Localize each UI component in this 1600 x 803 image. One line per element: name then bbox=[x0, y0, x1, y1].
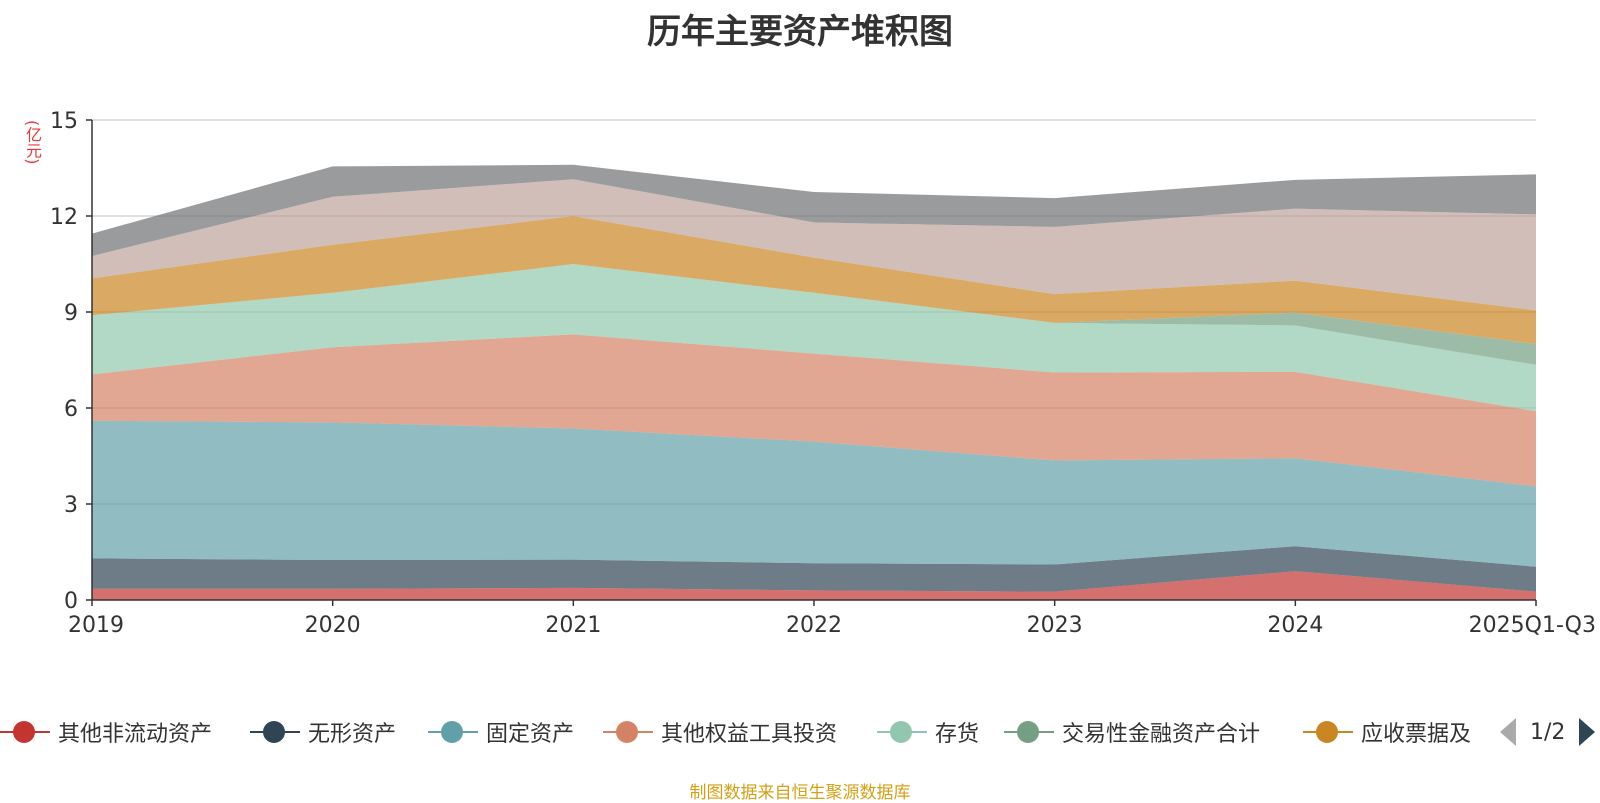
x-tick-label: 2023 bbox=[1027, 613, 1083, 638]
x-tick-label: 2020 bbox=[305, 613, 361, 638]
legend-label: 存货 bbox=[935, 722, 980, 747]
area-series-无形资产 bbox=[92, 546, 1536, 592]
legend-marker bbox=[428, 720, 478, 744]
area-series-应收账款 bbox=[92, 179, 1536, 311]
legend-page-indicator: 1/2 bbox=[1530, 719, 1566, 745]
legend-label: 其他权益工具投资 bbox=[661, 722, 838, 747]
y-tick-label: 0 bbox=[64, 589, 78, 614]
area-series-货币资金 bbox=[92, 164, 1536, 256]
chart-title: 历年主要资产堆积图 bbox=[647, 12, 953, 52]
y-tick-label: 15 bbox=[50, 109, 78, 134]
legend-item-fixed-assets[interactable]: 固定资产 bbox=[428, 712, 574, 752]
legend: 其他非流动资产 无形资产 固定资产 其他权益工具投资 存货 交易性金融资产合计 … bbox=[0, 712, 1600, 752]
area-series-其他非流动资产 bbox=[92, 571, 1536, 600]
legend-prev-arrow-icon[interactable] bbox=[1500, 718, 1516, 746]
y-tick-label: 9 bbox=[64, 301, 78, 326]
legend-marker bbox=[1303, 720, 1353, 744]
area-chart: 0 3 6 9 12 15 2019 2020 2021 2022 2023 2024 2025Q1-Q… bbox=[50, 109, 1596, 638]
legend-label: 固定资产 bbox=[486, 722, 575, 747]
legend-item-trading-financial-assets[interactable]: 交易性金融资产合计 bbox=[1004, 712, 1260, 752]
legend-marker bbox=[603, 720, 653, 744]
y-axis-unit: (亿元) bbox=[23, 120, 42, 165]
data-source-note: 制图数据来自恒生聚源数据库 bbox=[689, 783, 911, 803]
legend-marker bbox=[877, 720, 927, 744]
legend-item-notes-receivable[interactable]: 应收票据及 bbox=[1303, 712, 1471, 752]
area-series-其他权益工具投资 bbox=[92, 334, 1536, 487]
legend-pager: 1/2 bbox=[1500, 712, 1596, 752]
legend-item-other-equity-investment[interactable]: 其他权益工具投资 bbox=[603, 712, 837, 752]
legend-label: 交易性金融资产合计 bbox=[1062, 722, 1261, 747]
y-tick-label: 3 bbox=[64, 493, 78, 518]
x-tick-label: 2022 bbox=[786, 613, 842, 638]
y-tick-label: 12 bbox=[50, 205, 78, 230]
legend-label: 应收票据及 bbox=[1361, 722, 1472, 747]
y-tick-label: 6 bbox=[64, 397, 78, 422]
legend-item-intangible-assets[interactable]: 无形资产 bbox=[250, 712, 396, 752]
area-series-应收票据及 bbox=[92, 216, 1536, 344]
x-tick-label: 2019 bbox=[68, 613, 124, 638]
legend-label: 其他非流动资产 bbox=[58, 722, 213, 747]
area-series-存货 bbox=[92, 264, 1536, 412]
legend-label: 无形资产 bbox=[308, 722, 397, 747]
legend-item-inventory[interactable]: 存货 bbox=[877, 712, 979, 752]
area-series-固定资产 bbox=[92, 420, 1536, 567]
x-tick-label: 2024 bbox=[1267, 613, 1323, 638]
x-tick-label: 2025Q1-Q3 bbox=[1469, 613, 1596, 638]
legend-marker bbox=[0, 720, 50, 744]
x-tick-label: 2021 bbox=[545, 613, 601, 638]
legend-next-arrow-icon[interactable] bbox=[1579, 718, 1596, 746]
legend-item-other-noncurrent-assets[interactable]: 其他非流动资产 bbox=[0, 712, 212, 752]
legend-marker bbox=[250, 720, 300, 744]
legend-marker bbox=[1004, 720, 1054, 744]
